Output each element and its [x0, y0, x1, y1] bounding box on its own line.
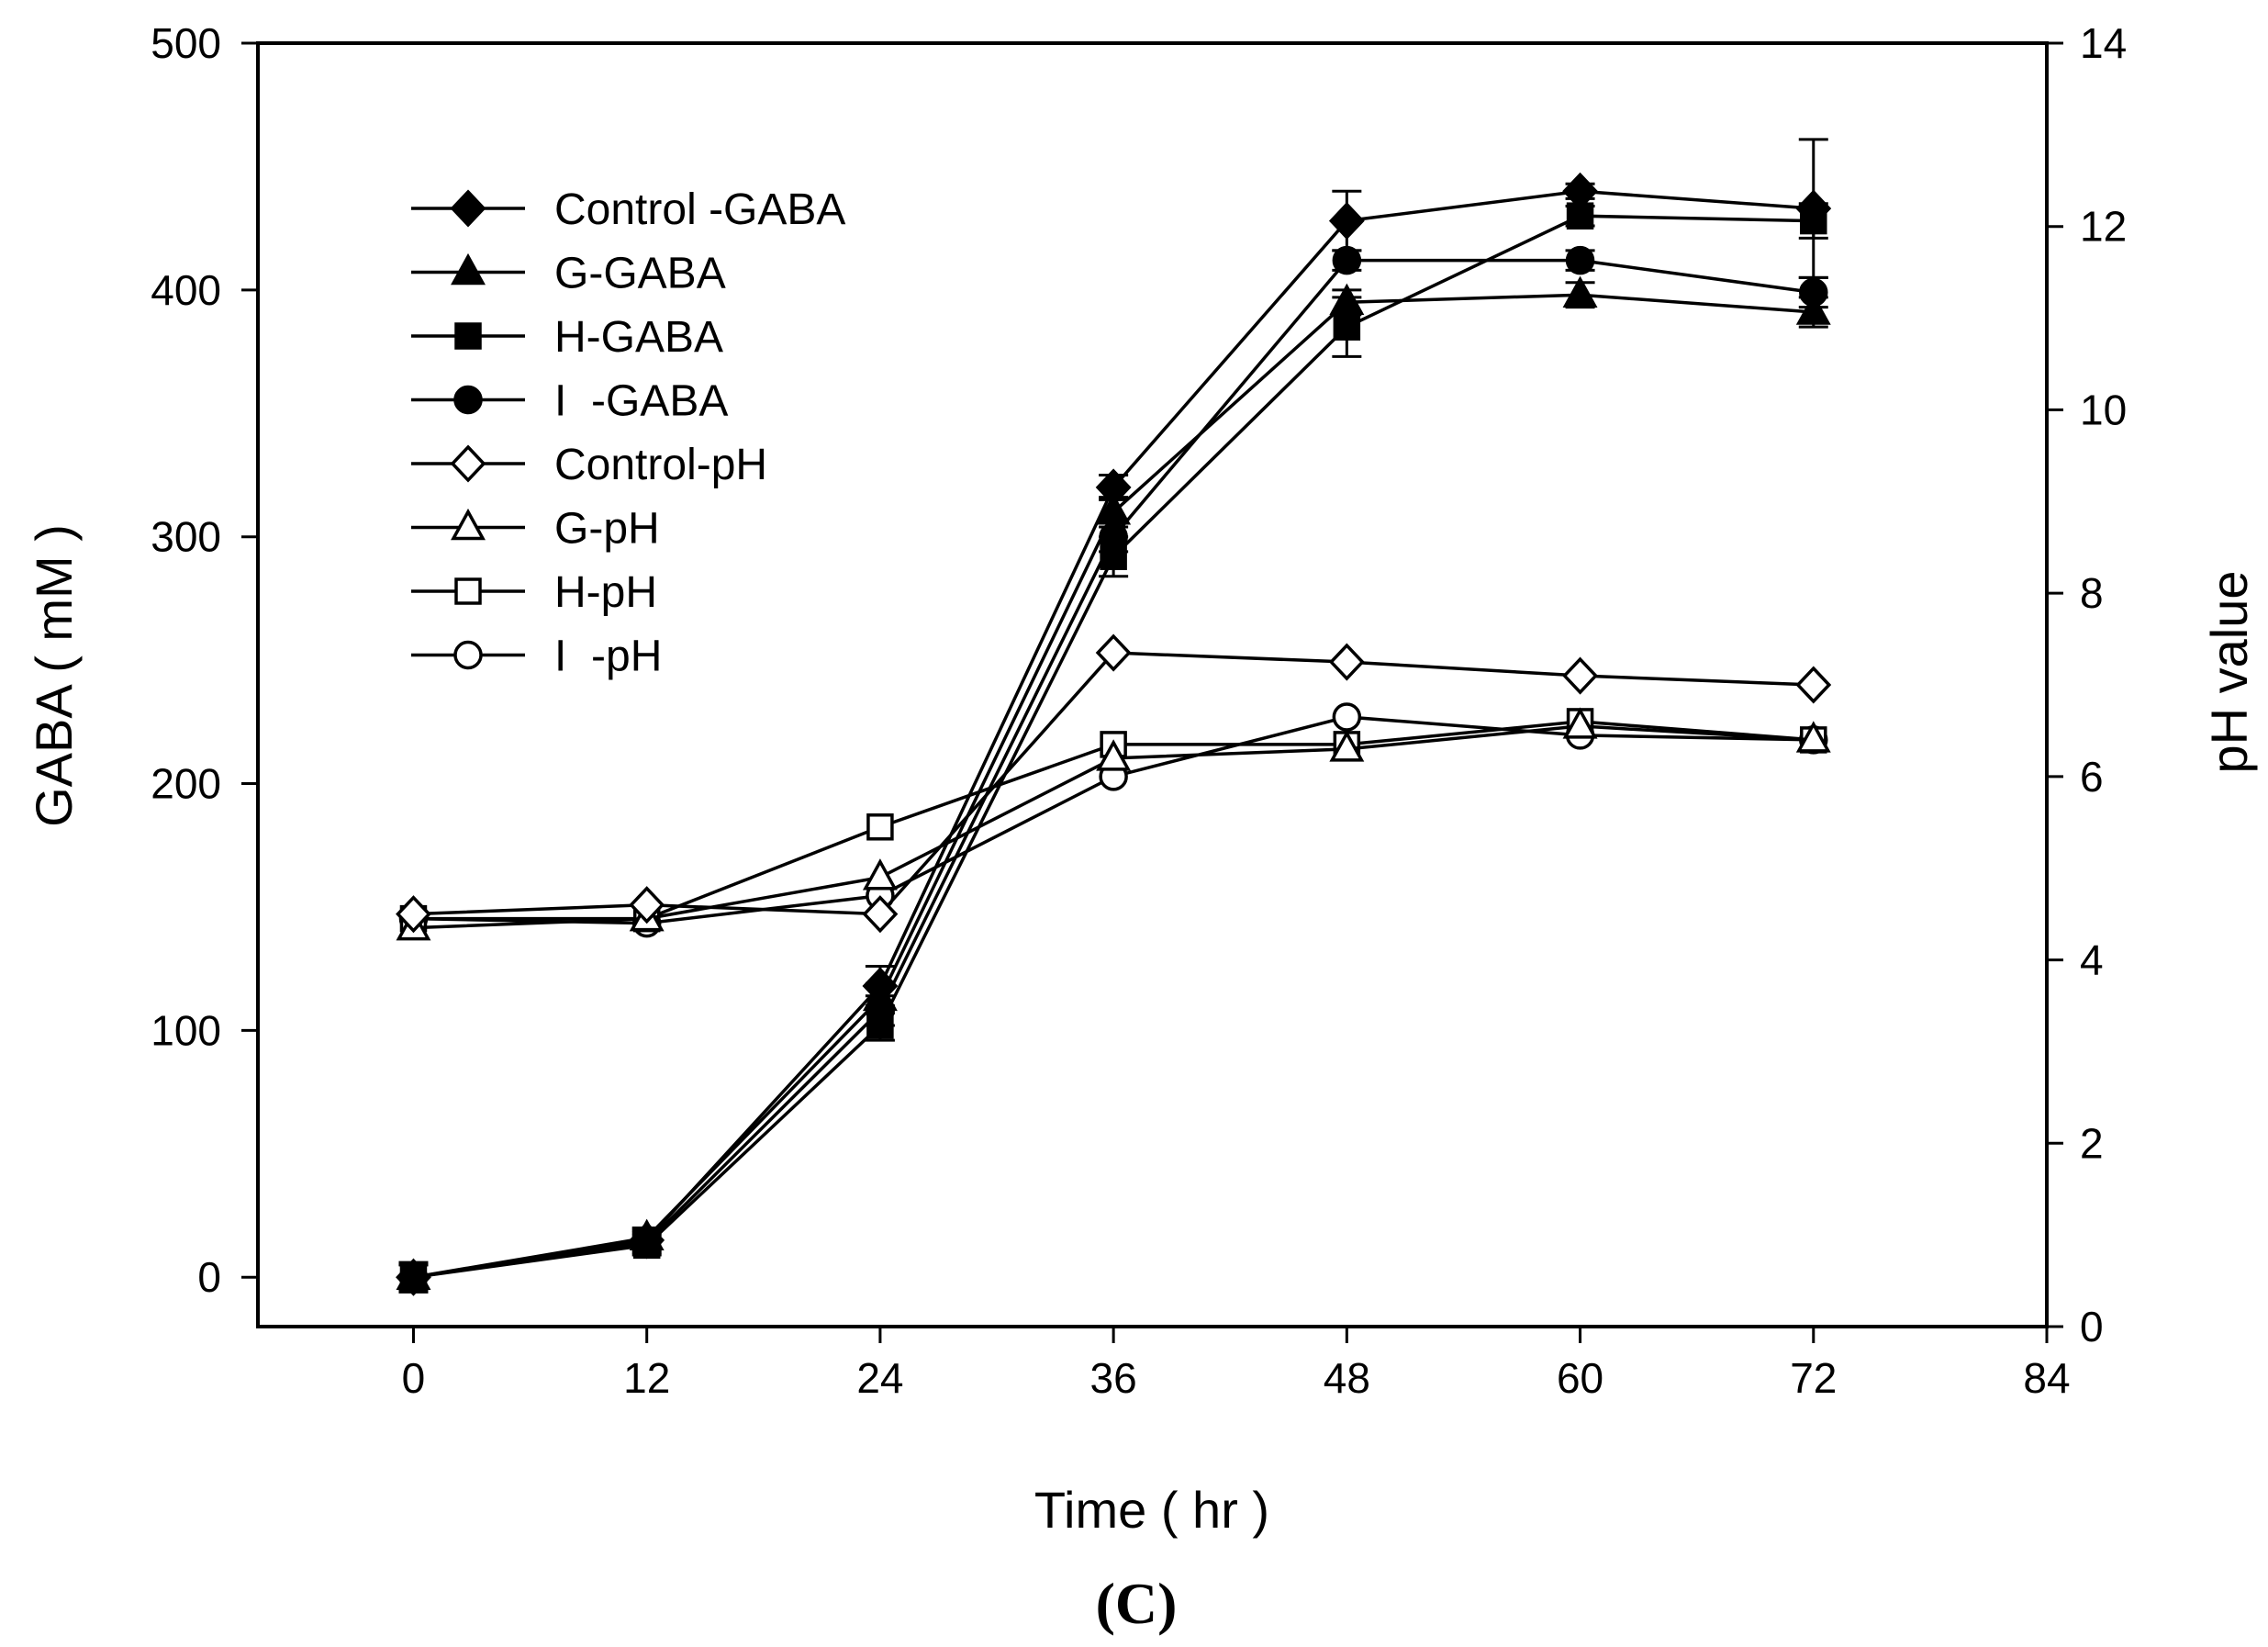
data-point: [1562, 707, 1598, 739]
data-point: [866, 1012, 894, 1039]
x-tick-label: 36: [1090, 1354, 1137, 1402]
data-point: [1328, 643, 1365, 681]
data-point: [862, 967, 899, 1005]
legend-marker: [454, 577, 482, 605]
y-right-tick-label: 6: [2080, 753, 2104, 801]
data-point: [1562, 172, 1598, 210]
data-point: [1562, 275, 1598, 308]
y-left-tick-label: 400: [151, 266, 221, 314]
y-left-axis-label: GABA ( mM ): [25, 524, 83, 827]
legend-label: I -pH: [554, 633, 662, 681]
legend-marker: [450, 189, 486, 228]
y-right-tick-label: 14: [2080, 19, 2127, 67]
data-point: [1328, 202, 1365, 241]
legend-item-g-ph: G-pH: [411, 505, 660, 554]
legend-item-h-ph: H-pH: [411, 568, 657, 617]
data-point: [1095, 468, 1132, 507]
y-right-tick-label: 2: [2080, 1119, 2104, 1167]
y-left-tick-label: 0: [197, 1253, 221, 1301]
y-right-tick-label: 12: [2080, 203, 2127, 251]
y-right-tick-label: 4: [2080, 936, 2104, 984]
data-point: [1329, 730, 1365, 762]
y-left-tick-label: 300: [151, 513, 221, 561]
data-point: [1329, 283, 1365, 316]
data-point: [866, 813, 894, 841]
data-point: [1795, 721, 1831, 753]
panel-label: (C): [1096, 1571, 1178, 1636]
legend-label: H-pH: [554, 568, 657, 617]
x-tick-label: 24: [856, 1354, 903, 1402]
legend-marker: [453, 385, 483, 415]
x-axis-ticks: 0 12 24 36 48 60 72 84: [402, 1327, 2071, 1402]
data-point: [1562, 656, 1598, 695]
y-left-axis-ticks: 0 100 200 300 400 500: [151, 19, 258, 1301]
legend-marker: [454, 322, 482, 350]
legend-item-control-ph: Control-pH: [411, 441, 767, 489]
data-point: [1096, 493, 1132, 525]
x-axis-label: Time ( hr ): [1034, 1481, 1269, 1539]
data-point: [396, 1258, 431, 1296]
data-point: [1565, 245, 1595, 275]
plot-frame: [256, 41, 2049, 1328]
legend-marker: [451, 252, 486, 286]
data-point: [1096, 739, 1132, 771]
x-tick-label: 72: [1790, 1354, 1837, 1402]
y-right-tick-label: 0: [2080, 1303, 2104, 1350]
x-tick-label: 0: [402, 1354, 426, 1402]
legend-label: I -GABA: [554, 377, 728, 426]
y-right-tick-label: 8: [2080, 569, 2104, 617]
data-point: [396, 895, 431, 934]
series-g-ph: [396, 707, 1831, 941]
data-point: [1795, 666, 1832, 704]
data-point: [862, 895, 899, 934]
data-point: [629, 886, 665, 924]
series-control-ph: [396, 633, 1832, 934]
legend-label: G-GABA: [554, 250, 726, 298]
data-point: [1795, 293, 1831, 325]
legend-marker: [450, 444, 486, 483]
data-point: [1333, 313, 1361, 341]
y-left-tick-label: 500: [151, 19, 221, 67]
data-point: [1100, 543, 1127, 570]
legend-label: Control-pH: [554, 441, 767, 489]
legend-item-i-gaba: I -GABA: [411, 377, 728, 426]
x-tick-label: 48: [1324, 1354, 1370, 1402]
legend-item-i-ph: I -pH: [411, 633, 662, 681]
legend-label: Control -GABA: [554, 185, 845, 234]
legend-marker: [453, 640, 483, 670]
legend-item-g-gaba: G-GABA: [411, 250, 726, 298]
data-point: [1795, 189, 1832, 228]
y-right-axis-ticks: 0 2 4 6 8 10 12 14: [2047, 19, 2127, 1350]
series-layer: [396, 138, 1832, 1296]
legend-label: G-pH: [554, 505, 660, 554]
series-control-gaba: [396, 138, 1832, 1296]
legend-item-control-gaba: Control -GABA: [411, 185, 845, 234]
data-point: [1095, 633, 1132, 672]
x-tick-label: 84: [2023, 1354, 2070, 1402]
data-point: [862, 858, 898, 891]
data-point: [1332, 702, 1362, 732]
x-tick-label: 60: [1557, 1354, 1603, 1402]
legend-label: H-GABA: [554, 313, 723, 362]
data-point: [629, 1221, 665, 1260]
y-right-axis-label: pH value: [2200, 570, 2258, 773]
y-right-tick-label: 10: [2080, 386, 2127, 433]
legend-item-h-gaba: H-GABA: [411, 313, 723, 362]
x-tick-label: 12: [623, 1354, 670, 1402]
y-left-tick-label: 100: [151, 1006, 221, 1054]
legend: Control -GABA G-GABA H-GABA I -GABA Control-…: [411, 185, 845, 681]
legend-marker: [451, 508, 486, 541]
y-left-tick-label: 200: [151, 760, 221, 808]
